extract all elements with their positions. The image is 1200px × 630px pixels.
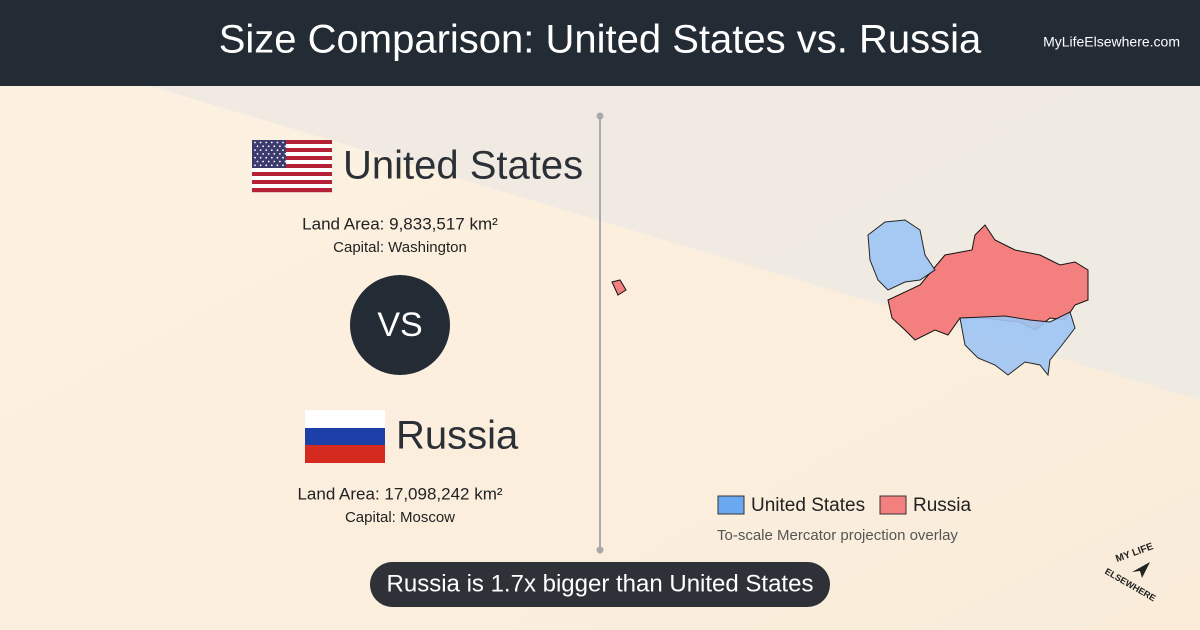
flag-star <box>279 160 281 163</box>
flag-stripe <box>252 188 332 193</box>
flag-star <box>270 164 273 167</box>
flag-stripe <box>252 148 332 153</box>
flag-star <box>262 153 264 155</box>
flag-star <box>254 141 256 144</box>
flag-star <box>273 153 276 155</box>
flag-star <box>259 156 262 159</box>
flag-star <box>276 149 279 152</box>
flag-star <box>284 153 287 155</box>
russia-flag <box>305 410 385 463</box>
flag-star <box>267 160 270 163</box>
land-area: Land Area: 9,833,517 km² <box>302 214 498 233</box>
flag-star <box>270 156 273 159</box>
flag-stripe <box>252 160 332 165</box>
legend-label: Russia <box>913 495 972 516</box>
alaska-shape <box>867 219 936 291</box>
flag-stripe <box>252 184 332 189</box>
flag-star <box>279 153 281 155</box>
legend-label: United States <box>751 495 865 516</box>
flag-stripe <box>252 152 332 157</box>
land-area: Land Area: 17,098,242 km² <box>297 484 502 503</box>
flag-star <box>254 156 256 159</box>
flag-star <box>282 149 284 152</box>
russia-shape <box>887 224 1089 341</box>
country-name: Russia <box>396 414 519 458</box>
flag-star <box>256 153 259 155</box>
flag-star <box>256 145 259 148</box>
flag-star <box>267 145 270 148</box>
flag-star <box>265 164 268 167</box>
flag-star <box>284 160 287 163</box>
vs-text: VS <box>377 306 422 344</box>
flag-stripe <box>252 172 332 177</box>
us-shape <box>959 311 1076 377</box>
flag-star <box>276 156 279 159</box>
map-overlay <box>611 219 1089 377</box>
summary: Russia is 1.7x bigger than United States <box>387 570 814 597</box>
kaliningrad <box>611 279 627 296</box>
flag-star <box>279 145 281 148</box>
flag-star <box>265 141 268 144</box>
flag-star <box>273 160 276 163</box>
flag-star <box>259 149 262 152</box>
country-name: United States <box>343 144 583 188</box>
flag-star <box>270 141 273 144</box>
header-bar <box>0 0 1200 86</box>
flag-star <box>262 145 264 148</box>
divider-end <box>596 546 604 554</box>
divider-end <box>596 112 604 120</box>
flag-stripe <box>252 168 332 173</box>
flag-star <box>273 145 276 148</box>
us-flag <box>252 140 332 193</box>
flag-stripe <box>252 140 332 145</box>
legend-swatch <box>879 495 907 515</box>
legend-note: To-scale Mercator projection overlay <box>717 527 958 544</box>
title: Size Comparison: United States vs. Russi… <box>219 18 982 62</box>
flag-star <box>254 149 256 152</box>
capital: Capital: Moscow <box>345 509 455 526</box>
flag-star <box>259 141 262 144</box>
flag-star <box>270 149 273 152</box>
flag-star <box>282 164 284 167</box>
vs-badge <box>350 275 450 375</box>
flag-star <box>276 164 279 167</box>
flag-star <box>262 160 264 163</box>
flag-stripe <box>252 164 332 169</box>
flag-star <box>256 160 259 163</box>
flag-star <box>282 141 284 144</box>
summary-pill <box>370 562 830 607</box>
flag-star <box>265 156 268 159</box>
flag-star <box>267 153 270 155</box>
flag-star <box>282 156 284 159</box>
site-name: MyLifeElsewhere.com <box>1043 34 1180 50</box>
legend-swatch <box>717 495 745 515</box>
flag-stripe <box>252 144 332 149</box>
flag-star <box>254 164 256 167</box>
flag-star <box>265 149 268 152</box>
flag-star <box>276 141 279 144</box>
flag-stripe <box>252 180 332 185</box>
flag-star <box>259 164 262 167</box>
flag-stripe <box>252 176 332 181</box>
logo-plane <box>1132 562 1150 578</box>
flag-star <box>284 145 287 148</box>
capital: Capital: Washington <box>333 239 467 256</box>
flag-stripe <box>252 156 332 161</box>
